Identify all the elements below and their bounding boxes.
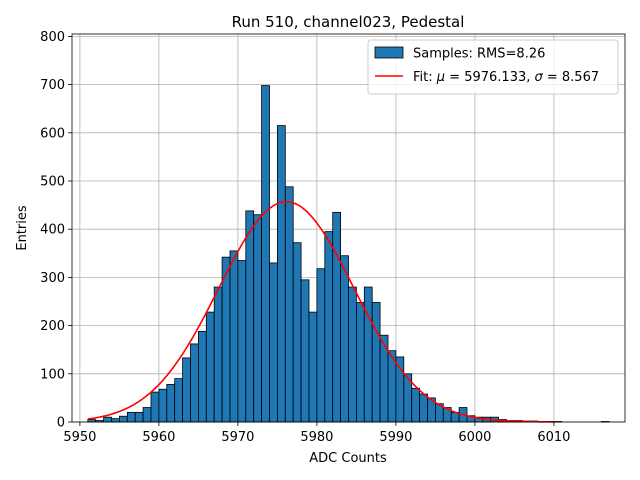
- y-tick-label: 100: [40, 367, 65, 382]
- x-tick-label: 5970: [221, 430, 254, 445]
- histogram-bar: [126, 411, 136, 423]
- histogram-bar: [371, 302, 381, 423]
- histogram-bar: [411, 387, 421, 423]
- histogram-bar: [284, 186, 294, 423]
- legend-fit-label: Fit: μ = 5976.133, σ = 8.567: [413, 70, 599, 85]
- legend: Samples: RMS=8.26 Fit: μ = 5976.133, σ =…: [367, 39, 619, 95]
- histogram-bar: [119, 415, 128, 423]
- histogram-bar: [103, 416, 112, 423]
- histogram-bars: [87, 85, 610, 423]
- histogram-bar: [332, 211, 342, 423]
- histogram-bar: [324, 231, 334, 423]
- histogram-bar: [245, 210, 255, 423]
- histogram-bar: [134, 411, 144, 423]
- histogram-bar: [269, 262, 278, 423]
- histogram-bar: [348, 286, 357, 423]
- legend-samples-label: Samples: RMS=8.26: [413, 47, 545, 62]
- histogram-bar: [166, 384, 176, 423]
- y-tick-label: 0: [57, 416, 65, 431]
- histogram-bar: [174, 378, 183, 423]
- plot-frame: [71, 33, 626, 423]
- histogram-bar: [205, 311, 215, 423]
- histogram-bar: [340, 255, 349, 423]
- histogram-bar: [276, 125, 286, 423]
- y-tick-label: 300: [40, 271, 65, 286]
- y-tick-label: 800: [40, 30, 65, 45]
- histogram-bar: [111, 418, 120, 423]
- histogram-bar: [355, 302, 365, 423]
- histogram-bar: [253, 214, 262, 423]
- fit-curve: [87, 200, 554, 423]
- x-tick-label: 5950: [63, 430, 96, 445]
- legend-samples-swatch: [374, 46, 404, 59]
- histogram-bar: [300, 279, 310, 423]
- histogram-bar: [142, 407, 152, 423]
- histogram-bar: [229, 250, 239, 423]
- histogram-bar: [308, 311, 318, 423]
- legend-box: [367, 39, 619, 95]
- histogram-bar: [190, 343, 199, 423]
- histogram-bar: [213, 286, 223, 423]
- x-tick-label: 5980: [300, 430, 333, 445]
- y-tick-label: 500: [40, 175, 65, 190]
- histogram-bar: [221, 256, 231, 423]
- x-tick-label: 6010: [537, 430, 570, 445]
- y-tick-label: 400: [40, 223, 65, 238]
- chart-title: Run 510, channel023, Pedestal: [232, 13, 465, 31]
- y-axis-label: Entries: [15, 205, 30, 251]
- x-tick-label: 5960: [142, 430, 175, 445]
- x-axis-ticks: 5950 5960 5970 5980 5990 6000 6010: [63, 422, 570, 445]
- y-tick-label: 700: [40, 78, 65, 93]
- histogram-bar: [150, 391, 160, 423]
- histogram-bar: [316, 268, 326, 423]
- histogram-bar: [261, 85, 270, 423]
- histogram-bar: [197, 330, 207, 423]
- y-axis-ticks: 0 100 200 300 400 500 600 700 800: [40, 30, 72, 431]
- histogram-bar: [292, 242, 302, 423]
- histogram-bar: [419, 393, 428, 423]
- x-tick-label: 6000: [458, 430, 491, 445]
- x-tick-label: 5990: [379, 430, 412, 445]
- y-tick-label: 600: [40, 126, 65, 141]
- histogram-bar: [158, 388, 168, 423]
- histogram-bar: [363, 286, 373, 423]
- histogram-bar: [182, 357, 191, 423]
- x-axis-label: ADC Counts: [309, 451, 387, 466]
- y-tick-label: 200: [40, 319, 65, 334]
- histogram-bar: [237, 260, 247, 423]
